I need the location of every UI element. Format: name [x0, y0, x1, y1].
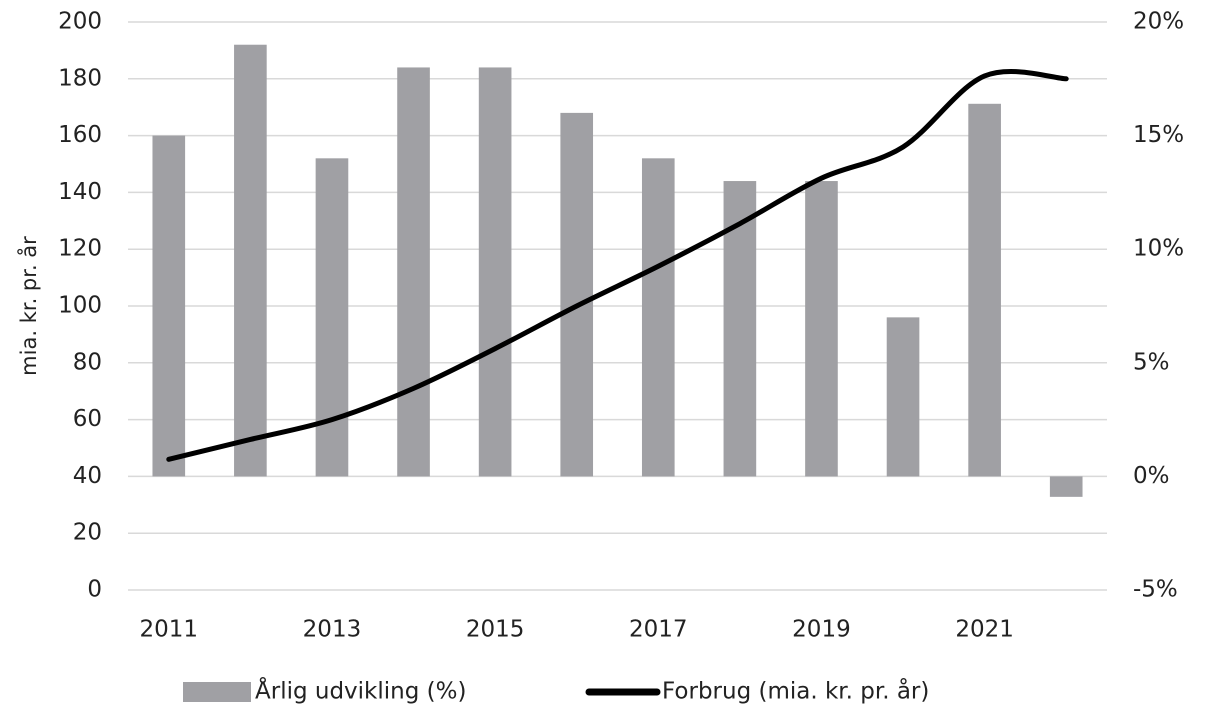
y-tick-label: 140 [58, 179, 102, 205]
y-axis-label: mia. kr. pr. år [16, 236, 41, 376]
x-tick-label: 2011 [140, 617, 199, 643]
legend-label: Årlig udvikling (%) [255, 677, 466, 705]
legend-label: Forbrug (mia. kr. pr. år) [662, 677, 929, 705]
bar [397, 67, 430, 477]
y-tick-label: 180 [58, 65, 102, 91]
y2-tick-label: 15% [1133, 122, 1184, 148]
x-tick-label: 2021 [955, 617, 1014, 643]
bar [234, 44, 267, 477]
y2-tick-label: -5% [1133, 577, 1178, 603]
line [166, 68, 1069, 462]
y-tick-label: 60 [73, 406, 102, 432]
y-tick-label: 120 [58, 236, 102, 262]
y2-tick-label: 20% [1133, 9, 1184, 35]
y-tick-label: 100 [58, 293, 102, 319]
x-tick-label: 2019 [792, 617, 851, 643]
y-tick-label: 40 [73, 463, 102, 489]
x-tick-label: 2015 [466, 617, 525, 643]
bar [805, 181, 838, 477]
bar [968, 103, 1001, 477]
bar [152, 135, 186, 477]
bar [1049, 476, 1083, 497]
y2-tick-label: 10% [1133, 236, 1184, 262]
bar [478, 67, 512, 477]
x-tick-label: 2013 [303, 617, 362, 643]
x-tick-label: 2017 [629, 617, 688, 643]
legend-swatch [183, 682, 251, 702]
bar [315, 158, 349, 477]
y-tick-label: 0 [87, 577, 102, 603]
y-tick-label: 80 [73, 349, 102, 375]
bar [641, 158, 675, 477]
y2-tick-label: 0% [1133, 463, 1170, 489]
y2-tick-label: 5% [1133, 349, 1170, 375]
y-tick-label: 20 [73, 520, 102, 546]
bar [886, 317, 920, 477]
y-tick-label: 200 [58, 9, 102, 35]
y-tick-label: 160 [58, 122, 102, 148]
bar [560, 112, 594, 477]
